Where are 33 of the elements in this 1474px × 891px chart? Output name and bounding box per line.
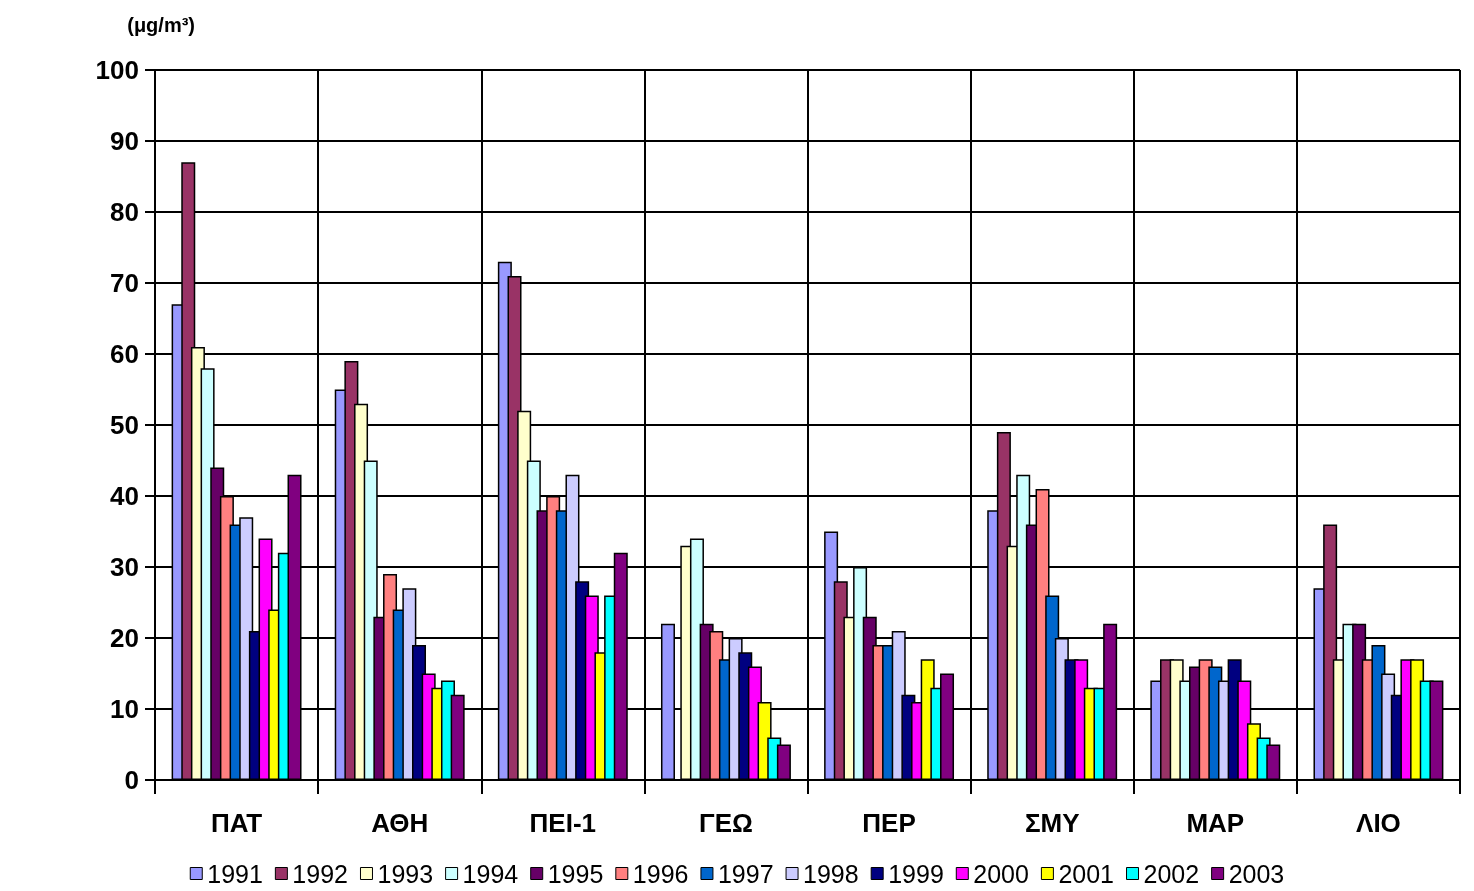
x-tick-label: ΣΜΥ bbox=[1024, 808, 1080, 838]
legend-label: 1994 bbox=[462, 859, 519, 888]
legend-label: 2002 bbox=[1143, 859, 1200, 888]
y-tick-label: 30 bbox=[110, 552, 139, 582]
x-tick-label: ΠΑΤ bbox=[210, 808, 263, 838]
x-tick-label: ΜΑΡ bbox=[1186, 808, 1245, 838]
y-tick-label: 40 bbox=[110, 481, 139, 511]
legend-label: 1996 bbox=[632, 859, 689, 888]
y-tick-label: 0 bbox=[124, 765, 139, 795]
y-tick-label: 100 bbox=[95, 55, 139, 85]
y-tick-label: 70 bbox=[110, 268, 139, 298]
x-tick-label: ΛΙΟ bbox=[1356, 808, 1401, 838]
legend-label: 1992 bbox=[292, 859, 348, 888]
legend-label: 1999 bbox=[888, 859, 944, 888]
legend-label: 1993 bbox=[377, 859, 434, 888]
legend-label: 2003 bbox=[1228, 859, 1285, 888]
legend-label: 1998 bbox=[803, 859, 859, 888]
legend-label: 1995 bbox=[547, 859, 604, 888]
legend-label: 1991 bbox=[207, 859, 263, 888]
y-tick-label: 10 bbox=[110, 694, 139, 724]
legend-label: 2000 bbox=[973, 859, 1029, 888]
x-tick-label: ΓΕΩ bbox=[699, 808, 753, 838]
x-tick-label: ΠΕΡ bbox=[862, 808, 916, 838]
y-tick-label: 20 bbox=[110, 623, 139, 653]
y-tick-label: 90 bbox=[110, 126, 139, 156]
legend-label: 1997 bbox=[717, 859, 774, 888]
x-tick-label: ΑΘΗ bbox=[371, 808, 429, 838]
legend-label: 2001 bbox=[1058, 859, 1115, 888]
y-axis-title: (μg/m³) bbox=[127, 14, 195, 36]
y-tick-label: 60 bbox=[110, 339, 139, 369]
x-tick-label: ΠΕΙ-1 bbox=[529, 808, 597, 838]
y-tick-label: 80 bbox=[110, 197, 139, 227]
y-tick-label: 50 bbox=[110, 410, 139, 440]
